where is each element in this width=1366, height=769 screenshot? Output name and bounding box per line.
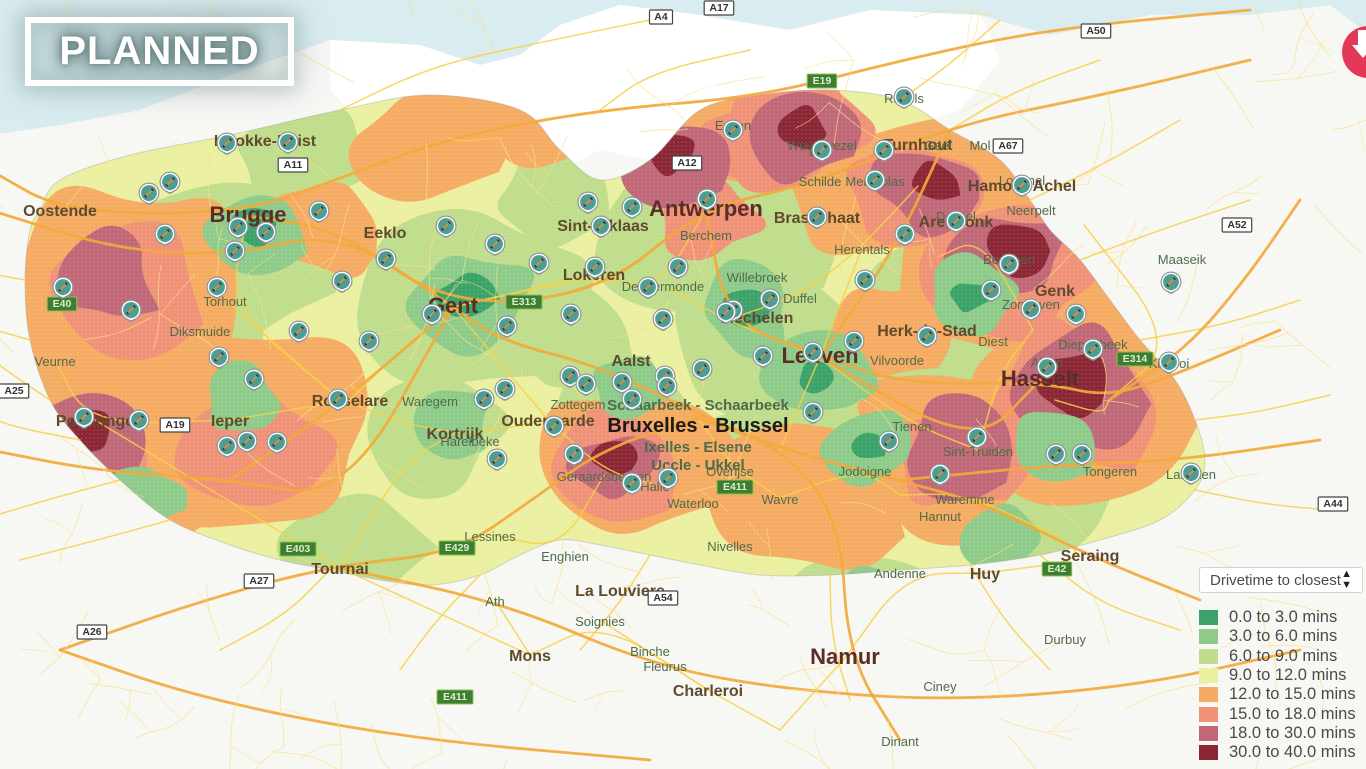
svg-text:Oostende: Oostende — [23, 203, 97, 220]
svg-text:A67: A67 — [998, 140, 1017, 152]
svg-text:Tongeren: Tongeren — [1083, 464, 1137, 479]
svg-text:Enghien: Enghien — [541, 549, 589, 564]
svg-text:Namur: Namur — [810, 644, 880, 669]
svg-text:Ixelles - Elsene: Ixelles - Elsene — [644, 439, 752, 456]
svg-text:A54: A54 — [653, 592, 672, 604]
svg-text:Ieper: Ieper — [211, 413, 249, 430]
svg-text:Bruxelles - Brussel: Bruxelles - Brussel — [607, 415, 788, 437]
svg-text:Aalst: Aalst — [611, 353, 651, 370]
svg-text:E19: E19 — [813, 75, 832, 87]
svg-text:Poperinge: Poperinge — [56, 413, 134, 430]
svg-text:Binche: Binche — [630, 644, 670, 659]
svg-text:Ath: Ath — [485, 594, 505, 609]
svg-text:E313: E313 — [512, 296, 537, 308]
svg-text:Diest: Diest — [978, 334, 1008, 349]
svg-text:Roeselare: Roeselare — [312, 393, 389, 410]
svg-text:A27: A27 — [249, 575, 268, 587]
svg-text:Fleurus: Fleurus — [643, 659, 687, 674]
svg-text:A44: A44 — [1323, 498, 1342, 510]
svg-text:Schilde: Schilde — [799, 174, 842, 189]
svg-text:Soignies: Soignies — [575, 614, 625, 629]
svg-text:Vilvoorde: Vilvoorde — [870, 353, 924, 368]
svg-text:A26: A26 — [82, 626, 101, 638]
svg-text:E411: E411 — [443, 691, 467, 703]
svg-text:Waremme: Waremme — [935, 492, 994, 507]
svg-text:Durbuy: Durbuy — [1044, 632, 1086, 647]
svg-text:Veurne: Veurne — [34, 354, 75, 369]
svg-text:Jodoigne: Jodoigne — [839, 464, 892, 479]
svg-text:Brugge: Brugge — [210, 202, 287, 227]
svg-text:E429: E429 — [445, 542, 470, 554]
svg-text:Willebroek: Willebroek — [727, 270, 788, 285]
svg-text:Geel: Geel — [924, 138, 952, 153]
svg-text:Neerpelt: Neerpelt — [1006, 203, 1056, 218]
svg-text:Nivelles: Nivelles — [707, 539, 753, 554]
svg-text:E403: E403 — [286, 543, 311, 555]
svg-text:Charleroi: Charleroi — [673, 683, 743, 700]
svg-text:Harelbeke: Harelbeke — [440, 434, 499, 449]
svg-text:Ciney: Ciney — [923, 679, 957, 694]
svg-text:A11: A11 — [284, 159, 303, 171]
svg-text:Torhout: Torhout — [203, 294, 247, 309]
svg-text:E314: E314 — [1123, 353, 1148, 365]
svg-text:Hannut: Hannut — [919, 509, 961, 524]
svg-text:Mons: Mons — [509, 648, 551, 665]
svg-text:Diksmuide: Diksmuide — [170, 324, 231, 339]
svg-text:E42: E42 — [1048, 563, 1067, 575]
svg-text:E40: E40 — [53, 298, 72, 310]
svg-text:Tournai: Tournai — [311, 561, 368, 578]
svg-text:A52: A52 — [1227, 219, 1246, 231]
svg-text:Andenne: Andenne — [874, 566, 926, 581]
svg-text:A25: A25 — [4, 385, 23, 397]
svg-text:A12: A12 — [677, 157, 696, 169]
svg-text:Mol: Mol — [970, 138, 991, 153]
svg-text:E411: E411 — [723, 481, 747, 493]
svg-text:Wavre: Wavre — [761, 492, 798, 507]
svg-text:Dinant: Dinant — [881, 734, 919, 749]
svg-text:Dendermonde: Dendermonde — [622, 279, 704, 294]
svg-text:Zottegem: Zottegem — [551, 397, 606, 412]
svg-text:A50: A50 — [1086, 25, 1105, 37]
svg-text:Waregem: Waregem — [402, 394, 458, 409]
svg-text:Maaseik: Maaseik — [1158, 252, 1207, 267]
svg-text:Herentals: Herentals — [834, 242, 890, 257]
svg-text:A4: A4 — [654, 11, 668, 23]
svg-text:A17: A17 — [709, 2, 728, 14]
svg-text:Waterloo: Waterloo — [667, 496, 719, 511]
svg-text:A19: A19 — [165, 419, 184, 431]
svg-text:Eeklo: Eeklo — [364, 225, 407, 242]
svg-text:Duffel: Duffel — [783, 291, 817, 306]
svg-text:Tienen: Tienen — [892, 419, 931, 434]
svg-text:Berchem: Berchem — [680, 228, 732, 243]
svg-text:Huy: Huy — [970, 566, 1000, 583]
